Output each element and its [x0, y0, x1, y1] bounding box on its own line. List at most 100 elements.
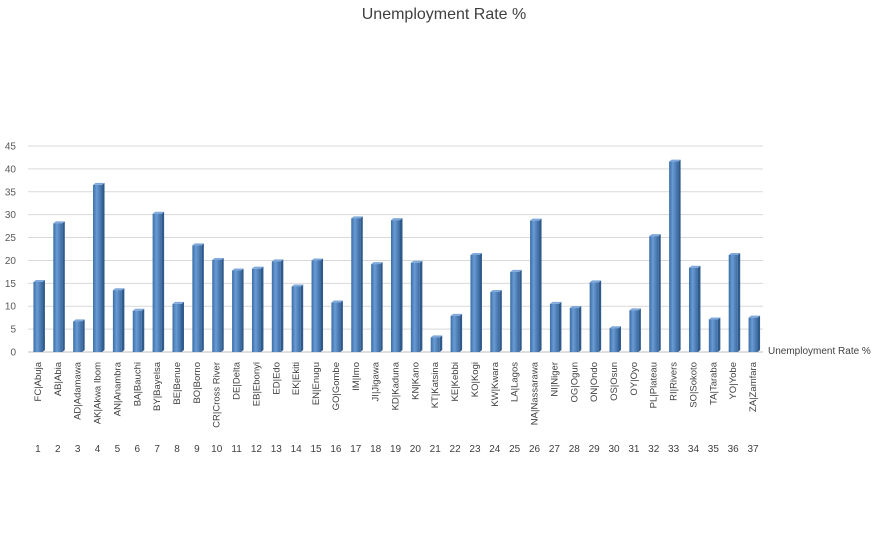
x-category-label: BY|Bayelsa [152, 361, 163, 411]
bar-top [748, 315, 761, 318]
x-category-label: KE|Kebbi [450, 362, 461, 401]
bar-top [669, 159, 681, 162]
bar [490, 290, 502, 352]
bar-side [419, 260, 423, 352]
bar [450, 313, 463, 352]
bar-side [260, 266, 264, 352]
bars [33, 159, 761, 352]
x-index-label: 33 [668, 444, 680, 455]
bar-front [728, 254, 738, 352]
bar-front [410, 262, 420, 352]
bar-front [589, 282, 599, 352]
bar-top [728, 252, 741, 255]
bar-top [212, 257, 224, 260]
bar-front [93, 184, 103, 352]
bar-front [609, 328, 619, 352]
x-index-label: 9 [194, 444, 200, 455]
bar-front [132, 310, 142, 352]
bar-side [519, 269, 522, 352]
x-category-label: GO|Gombe [331, 362, 342, 410]
x-index-label: 3 [75, 444, 81, 455]
bar-front [73, 321, 83, 352]
x-index-label: 29 [589, 444, 601, 455]
bar-front [371, 264, 381, 352]
x-index-label: 25 [509, 444, 521, 455]
bar-side [658, 234, 661, 352]
bar-side [400, 218, 403, 352]
x-category-label: OY|Oyo [629, 362, 640, 396]
x-index-label: 27 [549, 444, 561, 455]
bar [192, 243, 204, 352]
bar-side [539, 218, 542, 352]
x-category-label: JI|Jigawa [371, 361, 382, 401]
bar-side [181, 301, 184, 352]
x-category-label: KT|Katsina [430, 361, 441, 408]
bar-front [251, 268, 261, 352]
y-tick-label: 0 [10, 348, 16, 359]
bar-side [737, 252, 741, 352]
bar [271, 259, 284, 352]
bar-front [549, 303, 559, 352]
x-index-label: 11 [231, 444, 242, 455]
x-index-label: 2 [55, 444, 61, 455]
bar [609, 326, 622, 352]
y-tick-label: 5 [10, 325, 16, 336]
x-index-label: 7 [154, 444, 160, 455]
bar-side [697, 265, 701, 352]
bar-side [82, 319, 85, 352]
bar-side [439, 335, 443, 352]
bar [728, 252, 741, 352]
x-category-label: KD|Kaduna [391, 361, 402, 410]
bar-side [62, 221, 65, 352]
bar-top [93, 182, 105, 185]
x-category-label: KW|Kwara [490, 361, 501, 406]
x-category-label: BO|Borno [192, 362, 203, 404]
bar-front [212, 259, 222, 352]
bar-side [499, 290, 502, 352]
bar [649, 234, 661, 352]
bar-top [629, 308, 641, 311]
bar-front [311, 260, 321, 352]
x-category-label: SO|Sokoto [688, 362, 699, 408]
y-tick-label: 30 [5, 210, 17, 221]
bar-side [300, 284, 304, 352]
bar [549, 301, 562, 352]
bar-side [578, 306, 582, 352]
bar-top [490, 290, 502, 293]
bar-front [53, 223, 63, 352]
bar-front [112, 290, 122, 352]
x-category-label: ON|Ondo [589, 362, 600, 402]
bar-top [688, 265, 701, 268]
x-index-label: 30 [608, 444, 620, 455]
x-index-label: 21 [430, 444, 442, 455]
x-index-label: 1 [35, 444, 41, 455]
bar-side [201, 243, 204, 352]
x-category-label: TA|Taraba [708, 361, 719, 405]
bar-top [331, 300, 343, 303]
bar [569, 306, 582, 352]
bar [311, 258, 324, 352]
x-index-label: 16 [330, 444, 342, 455]
bar-top [271, 259, 284, 262]
bar-top [609, 326, 622, 329]
bar [371, 262, 383, 352]
x-category-label: NI|Niger [549, 362, 560, 397]
bar-side [757, 315, 761, 352]
x-category-label: ZA|Zamfara [748, 361, 759, 412]
bar [669, 159, 681, 352]
bar-front [152, 213, 162, 352]
bar-side [340, 300, 343, 352]
x-category-label: RI|Rivers [669, 362, 680, 401]
bar [410, 260, 423, 352]
bar-side [360, 216, 363, 352]
x-category-label: ED|Edo [271, 362, 282, 395]
bar-front [391, 220, 400, 352]
y-tick-label: 25 [5, 233, 17, 244]
x-index-label: 10 [211, 444, 223, 455]
x-index-label: 31 [628, 444, 640, 455]
bar-front [232, 270, 242, 352]
bar-front [331, 302, 341, 352]
x-index-label: 28 [569, 444, 581, 455]
x-category-label: KO|Kogi [470, 362, 481, 397]
